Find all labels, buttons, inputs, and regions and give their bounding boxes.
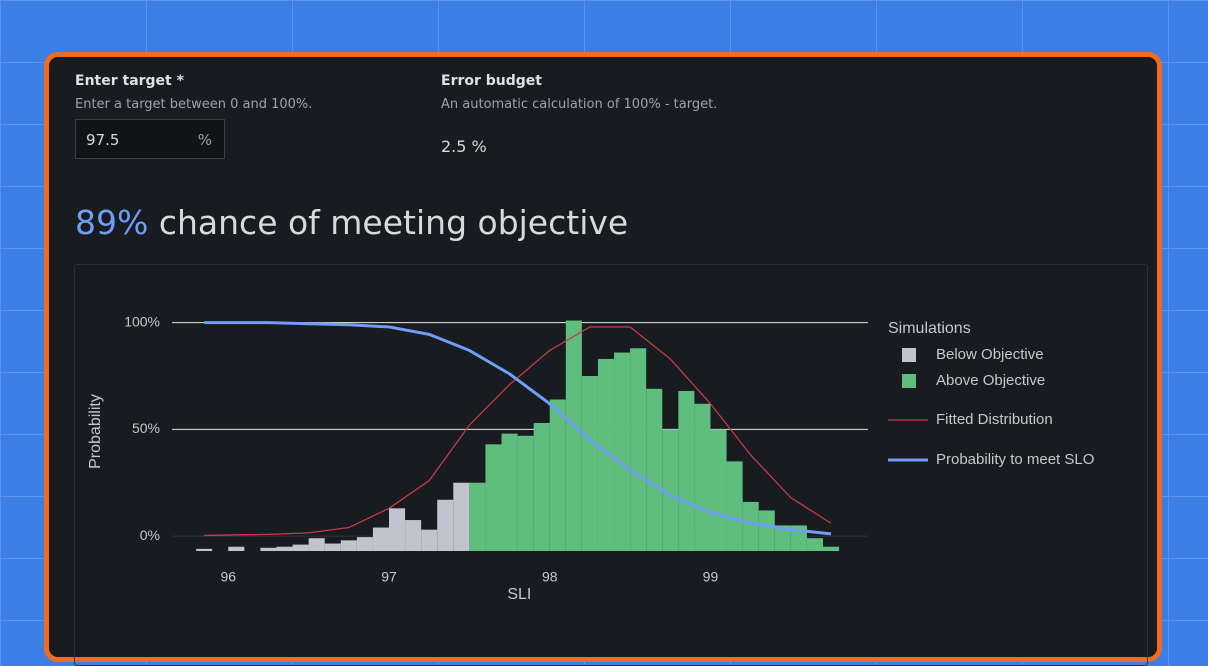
headline: 89% chance of meeting objective bbox=[75, 203, 628, 242]
histogram-bar bbox=[469, 482, 486, 551]
legend-swatch bbox=[902, 348, 916, 362]
histogram-bar bbox=[533, 422, 550, 551]
target-value: 97.5 bbox=[86, 131, 120, 149]
histogram-bar bbox=[822, 546, 840, 551]
x-tick-label: 98 bbox=[542, 569, 558, 585]
histogram-bar bbox=[758, 510, 775, 551]
y-tick-label: 100% bbox=[124, 313, 160, 329]
x-tick-label: 96 bbox=[220, 569, 236, 585]
histogram-bar bbox=[726, 461, 743, 551]
x-axis-label: SLI bbox=[507, 586, 531, 603]
target-unit: % bbox=[197, 131, 212, 149]
histogram-bar bbox=[228, 546, 245, 551]
histogram-bar bbox=[292, 544, 309, 551]
histogram-bar bbox=[196, 548, 213, 551]
budget-label: Error budget bbox=[441, 73, 542, 89]
histogram-bar bbox=[260, 547, 277, 551]
histogram-bar bbox=[678, 390, 695, 551]
target-help: Enter a target between 0 and 100%. bbox=[75, 97, 313, 112]
x-tick-label: 99 bbox=[703, 569, 719, 585]
slo-panel: Enter target * Enter a target between 0 … bbox=[44, 52, 1162, 666]
histogram-bar bbox=[742, 501, 759, 551]
histogram-bar bbox=[630, 348, 647, 551]
histogram-bar bbox=[774, 525, 791, 551]
legend-label: Fitted Distribution bbox=[936, 411, 1053, 428]
histogram-bar bbox=[340, 540, 357, 551]
target-label: Enter target * bbox=[75, 73, 184, 89]
histogram-bar bbox=[581, 376, 598, 551]
histogram-bar bbox=[485, 444, 502, 551]
histogram-bar bbox=[806, 538, 823, 551]
legend-label: Above Objective bbox=[936, 372, 1045, 389]
budget-help: An automatic calculation of 100% - targe… bbox=[441, 97, 718, 112]
legend-label: Below Objective bbox=[936, 346, 1044, 363]
y-tick-label: 50% bbox=[132, 420, 160, 436]
legend-title: Simulations bbox=[888, 320, 971, 337]
histogram-bar bbox=[646, 388, 663, 551]
histogram-bar bbox=[662, 429, 679, 551]
line-series bbox=[204, 326, 832, 537]
headline-text: chance of meeting objective bbox=[158, 203, 629, 242]
histogram-bar bbox=[388, 508, 406, 551]
histogram-bar bbox=[694, 403, 711, 551]
legend-label: Probability to meet SLO bbox=[936, 451, 1094, 468]
histogram-bar bbox=[276, 546, 293, 551]
chart: 100% 50% 0% 96 97 98 99 SLI Probability Simulatio… bbox=[87, 313, 1094, 603]
histogram-bar bbox=[324, 543, 341, 551]
histogram-bar bbox=[421, 529, 438, 551]
headline-percent: 89% bbox=[75, 203, 149, 242]
histogram-bar bbox=[710, 429, 727, 551]
y-tick-label: 0% bbox=[140, 527, 160, 543]
line-series bbox=[204, 321, 832, 536]
target-input[interactable]: 97.5 % bbox=[75, 119, 225, 159]
histogram-bar bbox=[356, 537, 373, 551]
histogram-bar bbox=[308, 538, 325, 551]
histogram-bar bbox=[405, 520, 422, 551]
histogram-bar bbox=[614, 352, 631, 551]
histogram-bar bbox=[549, 399, 566, 551]
legend-swatch bbox=[902, 374, 916, 388]
histogram-bar bbox=[437, 499, 454, 551]
histogram-bar bbox=[501, 433, 518, 551]
y-axis-label: Probability bbox=[87, 394, 104, 469]
x-tick-label: 97 bbox=[381, 569, 397, 585]
budget-value: 2.5 % bbox=[441, 137, 487, 156]
histogram-bar bbox=[597, 358, 615, 551]
histogram-bar bbox=[565, 320, 582, 551]
histogram-bar bbox=[372, 527, 389, 551]
histogram-bar bbox=[517, 435, 534, 551]
histogram-bar bbox=[453, 482, 470, 551]
